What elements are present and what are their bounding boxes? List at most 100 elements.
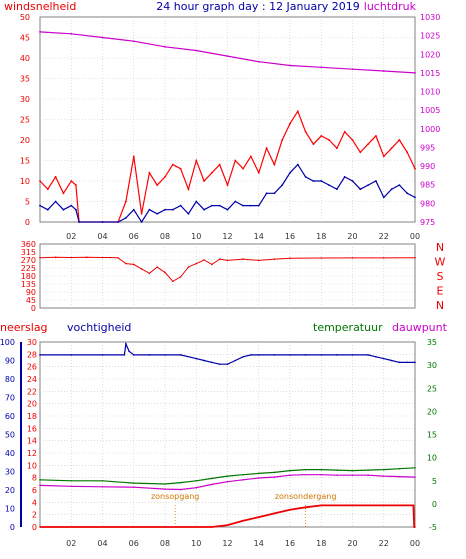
point-windrichting	[172, 280, 174, 283]
panel3-rain-tick: 8	[32, 474, 37, 483]
point-windrichting	[179, 276, 182, 278]
point-wind	[210, 204, 213, 207]
point-wind	[46, 208, 49, 211]
panel3-x-tick: 16	[285, 539, 295, 548]
point-wind	[320, 180, 323, 182]
panel3-humidity-tick: 40	[5, 449, 15, 458]
point-windrichting	[39, 256, 41, 259]
point-wind	[281, 184, 284, 187]
point-wind	[179, 204, 182, 207]
point-dauwpunt	[195, 486, 198, 489]
point-luchtdruk	[101, 36, 104, 39]
panel2-left-tick: 45	[26, 296, 36, 305]
point-windrichting	[320, 257, 323, 259]
panel3-neerslag-label: neerslag	[0, 321, 48, 334]
point-neerslag	[398, 504, 401, 507]
point-neerslag	[273, 512, 276, 515]
point-wind	[171, 208, 174, 211]
point-wind	[62, 208, 65, 211]
panel2-left-tick: 135	[21, 280, 36, 289]
point-vochtigheid	[132, 354, 135, 356]
point-gust	[312, 143, 315, 146]
point-dauwpunt	[132, 486, 135, 489]
point-gust	[414, 167, 416, 170]
point-neerslag	[382, 504, 385, 507]
point-vochtigheid	[39, 354, 41, 356]
point-luchtdruk	[226, 55, 229, 58]
point-luchtdruk	[320, 66, 323, 69]
panel1-left-tick: 40	[20, 54, 30, 63]
point-windrichting	[140, 268, 143, 270]
point-temperatuur	[273, 471, 276, 474]
panel1-title: 24 hour graph day : 12 January 2019	[156, 0, 360, 13]
point-vochtigheid	[164, 354, 166, 356]
point-vochtigheid	[218, 363, 221, 366]
panel1-right-tick: 990	[420, 162, 435, 171]
point-gust	[359, 151, 362, 154]
point-luchtdruk	[382, 70, 385, 72]
point-temperatuur	[164, 483, 166, 485]
point-wind	[390, 188, 393, 191]
point-gust	[164, 176, 166, 178]
panel1-x-tick: 20	[347, 232, 357, 241]
point-luchtdruk	[39, 31, 41, 33]
point-windrichting	[218, 258, 221, 260]
point-dauwpunt	[211, 483, 213, 486]
point-wind	[382, 196, 385, 199]
point-gust	[250, 155, 252, 158]
point-gust	[62, 192, 65, 195]
point-gust	[304, 130, 307, 133]
point-gust	[171, 163, 174, 166]
point-neerslag	[242, 520, 244, 522]
point-luchtdruk	[195, 49, 198, 52]
point-wind	[414, 196, 416, 199]
point-vochtigheid	[382, 357, 385, 360]
point-wind	[406, 192, 409, 195]
point-wind	[289, 171, 291, 174]
zonsopgang-label: zonsopgang	[151, 492, 199, 501]
panel3-temp-tick: 0	[432, 500, 437, 509]
panel3-humidity-tick: 90	[5, 357, 15, 366]
panel1-right-tick: 1025	[420, 32, 440, 41]
panel3-temp-tick: -5	[429, 523, 437, 532]
point-wind	[273, 192, 276, 195]
point-luchtdruk	[257, 60, 260, 63]
panel3-x-tick: 10	[191, 539, 201, 548]
panel3-rain-tick: 16	[27, 424, 37, 433]
panel3-temp-tick: 5	[432, 477, 437, 486]
point-neerslag	[289, 508, 291, 511]
point-wind	[156, 212, 159, 215]
panel3-rain-tick: 6	[32, 486, 37, 495]
point-temperatuur	[39, 479, 41, 481]
panel3-x-tick: 22	[379, 539, 389, 548]
point-temperatuur	[367, 469, 369, 471]
point-gust	[296, 110, 299, 113]
point-luchtdruk	[70, 32, 73, 35]
point-wind	[164, 208, 166, 211]
point-wind	[375, 180, 377, 182]
point-windrichting	[109, 256, 112, 259]
point-dauwpunt	[382, 475, 385, 477]
point-dauwpunt	[242, 479, 244, 481]
point-wind	[78, 221, 80, 223]
point-windrichting	[156, 266, 158, 268]
point-wind	[39, 204, 41, 207]
point-gust	[375, 135, 377, 137]
panel3-rain-tick: 0	[32, 523, 37, 532]
panel3-rain-tick: 28	[27, 350, 37, 359]
point-dauwpunt	[164, 488, 166, 490]
point-gust	[195, 159, 198, 162]
point-wind	[101, 221, 104, 223]
point-windrichting	[54, 256, 57, 259]
panel3-rain-tick: 20	[27, 400, 37, 409]
panel3-temp-tick: 35	[427, 338, 437, 347]
point-vochtigheid	[257, 354, 260, 356]
point-temperatuur	[320, 468, 323, 471]
point-gust	[75, 184, 77, 187]
point-temperatuur	[211, 477, 213, 480]
point-luchtdruk	[132, 40, 135, 43]
point-vochtigheid	[234, 359, 237, 362]
panel1-right-tick: 1015	[420, 69, 440, 78]
point-gust	[226, 184, 229, 187]
panel3-rain-tick: 22	[27, 387, 37, 396]
